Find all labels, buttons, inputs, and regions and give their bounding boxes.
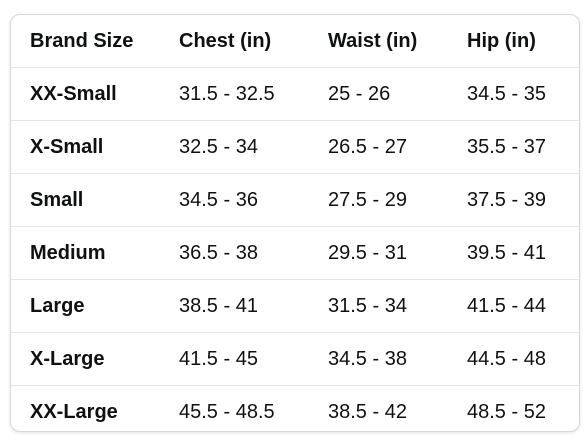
waist-value: 26.5 - 27 (309, 120, 448, 174)
header-chest: Chest (in) (160, 15, 309, 68)
header-brand-size: Brand Size (11, 15, 160, 68)
size-label: Small (11, 173, 160, 227)
waist-value: 27.5 - 29 (309, 173, 448, 227)
size-chart-table: Brand Size Chest (in) Waist (in) Hip (in… (11, 15, 579, 432)
table-header-row: Brand Size Chest (in) Waist (in) Hip (in… (11, 15, 579, 68)
chest-value: 32.5 - 34 (160, 120, 309, 174)
waist-value: 38.5 - 42 (328, 401, 407, 423)
chest-value: 34.5 - 36 (160, 173, 309, 227)
hip-value: 39.5 - 41 (448, 226, 579, 280)
chest-value: 31.5 - 32.5 (160, 67, 309, 121)
header-waist: Waist (in) (309, 15, 448, 68)
hip-value: 44.5 - 48 (448, 332, 579, 386)
table-row: XX-Small 31.5 - 32.5 25 - 26 34.5 - 35 (11, 67, 579, 121)
waist-value: 31.5 - 34 (309, 279, 448, 333)
chest-value: 38.5 - 41 (160, 279, 309, 333)
size-label: Medium (11, 226, 160, 280)
table-row: X-Large 41.5 - 45 34.5 - 38 44.5 - 48 (11, 332, 579, 386)
hip-value: 34.5 - 35 (448, 67, 579, 121)
size-chart-card: Brand Size Chest (in) Waist (in) Hip (in… (10, 14, 580, 432)
chest-value: 45.5 - 48.5 (179, 401, 275, 423)
chest-value: 36.5 - 38 (160, 226, 309, 280)
table-row: Medium 36.5 - 38 29.5 - 31 39.5 - 41 (11, 226, 579, 280)
table-row: Large 38.5 - 41 31.5 - 34 41.5 - 44 (11, 279, 579, 333)
size-label: XX-Large (30, 401, 118, 423)
table-row: XX-Large 45.5 - 48.5 38.5 - 42 48.5 - 52 (11, 386, 579, 432)
table-row: X-Small 32.5 - 34 26.5 - 27 35.5 - 37 (11, 120, 579, 174)
waist-value: 29.5 - 31 (309, 226, 448, 280)
hip-value: 37.5 - 39 (448, 173, 579, 227)
header-hip: Hip (in) (448, 15, 579, 68)
hip-value: 48.5 - 52 (467, 401, 546, 423)
size-label: Large (11, 279, 160, 333)
hip-value: 41.5 - 44 (448, 279, 579, 333)
waist-value: 34.5 - 38 (309, 332, 448, 386)
waist-value: 25 - 26 (309, 67, 448, 121)
size-label: XX-Small (11, 67, 160, 121)
size-label: X-Large (11, 332, 160, 386)
chest-value: 41.5 - 45 (160, 332, 309, 386)
hip-value: 35.5 - 37 (448, 120, 579, 174)
table-row: Small 34.5 - 36 27.5 - 29 37.5 - 39 (11, 173, 579, 227)
size-label: X-Small (11, 120, 160, 174)
